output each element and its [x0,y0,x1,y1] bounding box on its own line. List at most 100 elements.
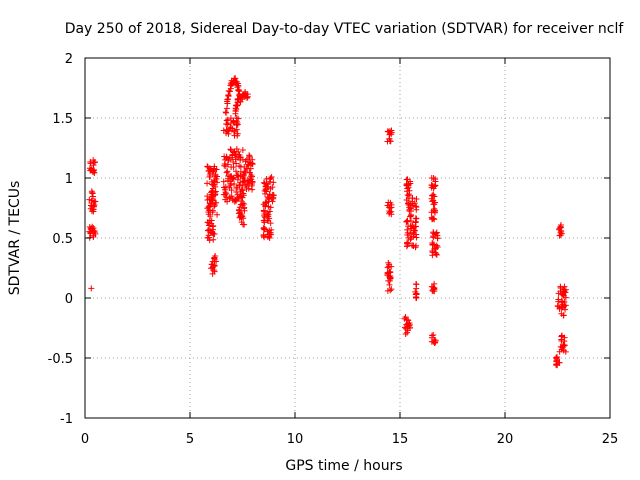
data-point [430,201,437,208]
x-tick-label: 5 [186,432,194,447]
data-point [204,227,211,234]
data-point [405,181,412,188]
data-point [267,175,274,182]
data-point [226,184,233,191]
data-point [263,188,270,195]
data-point [266,208,273,215]
data-point [403,218,410,225]
data-point [406,191,413,198]
data-point [554,354,561,361]
data-point [556,226,563,233]
data-point [225,93,232,100]
data-point [226,88,233,95]
data-point [386,281,393,288]
data-point [407,205,414,212]
data-point [234,130,241,137]
data-point [211,202,218,209]
data-point [205,204,212,211]
grid-layer [85,58,610,418]
data-point [235,207,242,214]
data-point [249,181,256,188]
data-point [229,175,236,182]
data-point [231,181,238,187]
data-point [562,286,569,293]
data-point [562,294,569,301]
data-point [561,283,568,290]
data-point [235,87,242,94]
data-point [413,281,420,288]
y-tick-label: 2 [65,52,73,67]
data-point [214,211,221,218]
data-point [208,193,215,200]
data-point [268,173,275,180]
data-point [560,341,567,348]
data-point [204,163,211,170]
data-point [267,220,274,227]
data-point [90,193,97,200]
data-point [227,156,234,163]
ticks-layer: 0 5 10 15 20 25 -1 -0.5 0 0.5 1 1.5 2 [48,52,619,447]
data-point [229,151,236,158]
data-point [430,338,437,345]
data-point [211,254,218,261]
data-point [212,183,219,190]
data-point [207,200,214,207]
data-point [237,191,244,198]
data-point [409,198,416,205]
data-point [235,115,242,122]
data-point [224,168,231,175]
data-point [412,294,419,301]
data-point [407,211,414,218]
data-point [562,302,569,309]
data-point [413,234,420,241]
data-point [264,193,271,200]
data-point [557,223,564,230]
data-point [404,226,411,233]
points-layer [86,75,569,369]
y-tick-label: 1 [65,172,73,187]
data-point [234,176,241,183]
y-tick-label: 0 [65,292,73,307]
data-point [246,169,253,176]
data-point [213,258,220,265]
data-point [233,188,240,195]
data-point [413,215,420,222]
data-point [206,220,213,227]
data-point [560,289,567,296]
data-point [90,208,97,215]
data-point [429,215,436,222]
data-point [403,176,410,183]
data-point [235,95,242,102]
data-point [237,168,244,175]
data-point [431,246,438,253]
data-point [430,332,437,339]
data-point [559,291,566,298]
data-point [233,172,240,179]
data-point [234,121,241,128]
y-tick-label: 1.5 [52,112,73,127]
data-point [207,229,214,236]
data-point [230,119,237,126]
data-point [267,204,274,211]
data-point [430,175,437,181]
data-point [206,174,213,181]
data-point [387,273,394,280]
data-point [240,190,247,197]
data-point [430,191,437,198]
data-point [385,263,392,270]
data-point [244,94,251,101]
data-point [401,315,408,322]
data-point [385,277,392,284]
data-point [430,230,437,237]
data-point [241,221,248,228]
data-point [559,304,566,311]
y-tick-label: 0.5 [52,232,73,247]
data-point [260,179,267,186]
data-point [227,182,234,189]
data-point [208,261,215,268]
data-point [224,198,231,205]
data-point [211,231,218,238]
x-tick-label: 0 [81,432,89,447]
data-point [225,127,232,134]
